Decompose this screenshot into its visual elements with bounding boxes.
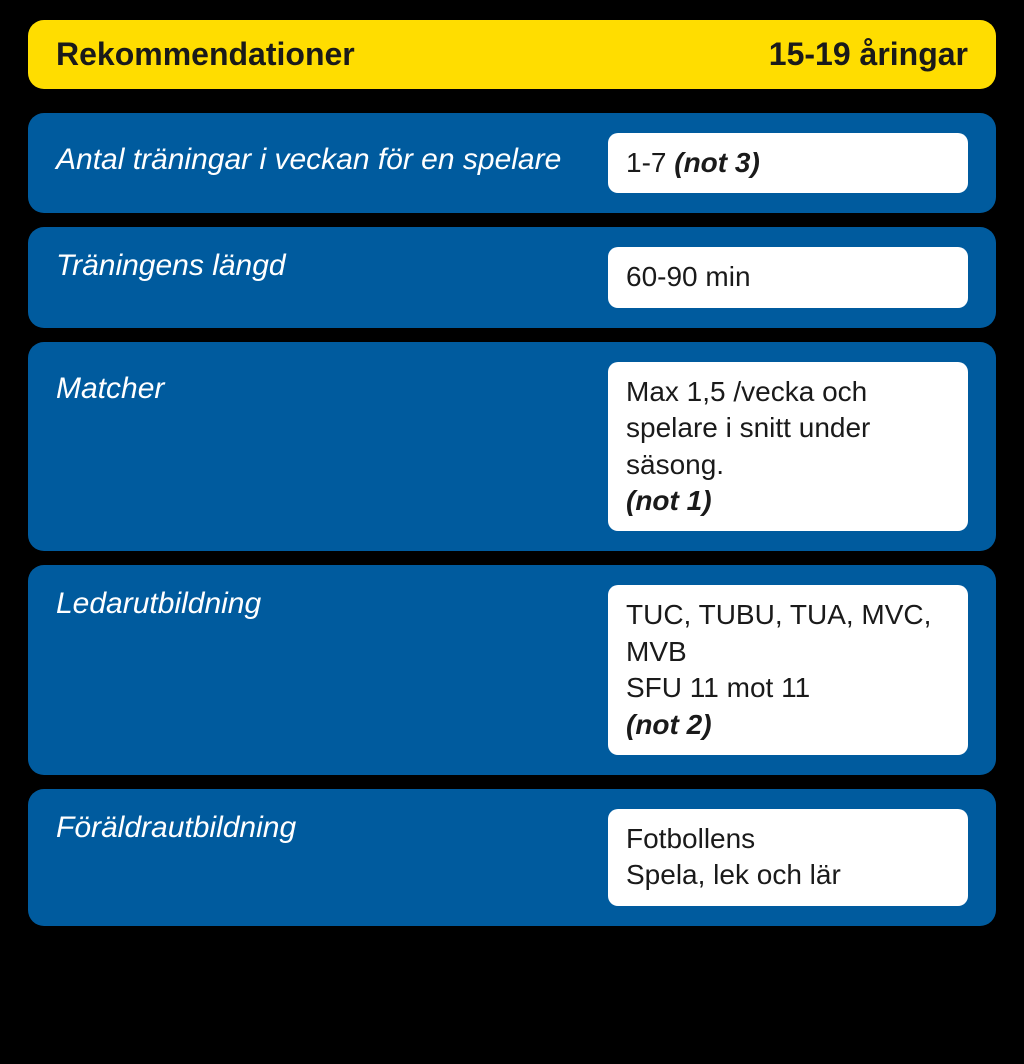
row-value: Fotbollens Spela, lek och lär [608,809,968,906]
value-line1: Fotbollens [626,823,755,854]
value-line2: Spela, lek och lär [626,859,841,890]
value-text: 60-90 min [626,261,751,292]
row-matches: Matcher Max 1,5 /vecka och spelare i sni… [28,342,996,552]
value-note: (not 3) [674,147,760,178]
value-note: (not 1) [626,485,712,516]
value-text: 1-7 [626,147,674,178]
row-value: 60-90 min [608,247,968,307]
row-label: Föräldrautbildning [56,809,608,847]
value-line1: TUC, TUBU, TUA, MVC, MVB [626,599,931,666]
row-parent-training: Föräldrautbildning Fotbollens Spela, lek… [28,789,996,926]
row-label: Matcher [56,362,608,408]
header-age-group: 15-19 åringar [769,36,968,73]
row-label: Träningens längd [56,247,608,285]
row-label: Ledarutbildning [56,585,608,623]
row-value: 1-7 (not 3) [608,133,968,193]
value-text: Max 1,5 /vecka och spelare i snitt under… [626,376,870,480]
row-trainings-per-week: Antal träningar i veckan för en spelare … [28,113,996,213]
row-training-length: Träningens längd 60-90 min [28,227,996,327]
value-note: (not 2) [626,709,712,740]
row-value: Max 1,5 /vecka och spelare i snitt under… [608,362,968,532]
header-bar: Rekommendationer 15-19 åringar [28,20,996,89]
row-value: TUC, TUBU, TUA, MVC, MVB SFU 11 mot 11 (… [608,585,968,755]
header-title: Rekommendationer [56,36,355,73]
row-leader-training: Ledarutbildning TUC, TUBU, TUA, MVC, MVB… [28,565,996,775]
row-label: Antal träningar i veckan för en spelare [56,133,608,179]
value-line2: SFU 11 mot 11 [626,672,810,703]
